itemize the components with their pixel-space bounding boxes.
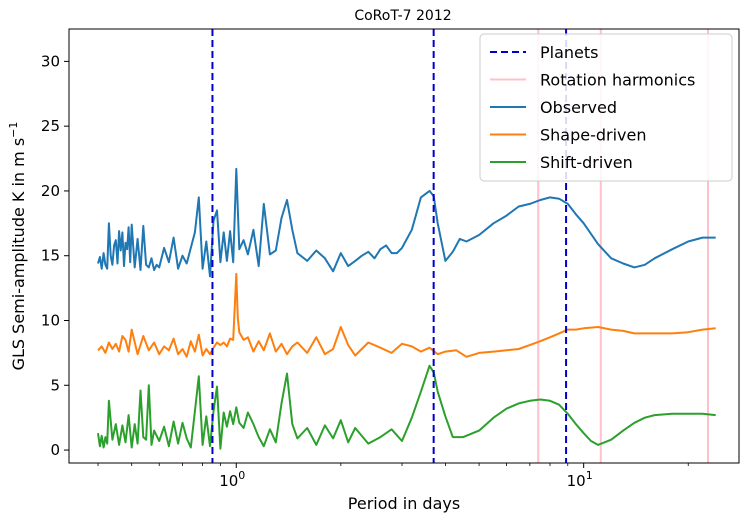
legend-label-1: Rotation harmonics	[540, 71, 695, 90]
x-axis-label: Period in days	[348, 494, 460, 513]
chart-title: CoRoT-7 2012	[354, 8, 451, 24]
y-axis-label-sup: −1	[7, 122, 20, 138]
y-tick-label-20: 20	[41, 182, 60, 200]
y-axis-label-main: GLS Semi-amplitude K in m s	[9, 138, 28, 371]
y-tick-label-25: 25	[41, 117, 60, 135]
x-tick-label-1: 100	[219, 469, 245, 490]
y-tick-label-30: 30	[41, 52, 60, 70]
y-axis-label: GLS Semi-amplitude K in m s−1	[7, 122, 28, 371]
y-tick-label-15: 15	[41, 247, 60, 265]
y-tick-label-5: 5	[50, 376, 60, 394]
x-tick-label-base: 10	[567, 472, 586, 490]
legend-label-4: Shift-driven	[540, 153, 633, 172]
y-tick-label-0: 0	[50, 441, 60, 459]
series-line-shift-driven	[97, 364, 716, 450]
legend-label-3: Shape-driven	[540, 126, 647, 145]
series-line-observed	[97, 167, 716, 278]
x-tick-label-exp: 1	[586, 469, 593, 482]
series-group	[97, 167, 716, 450]
y-ticks: 0 5 10 15 20 25 30	[41, 52, 69, 459]
series-line-shape-driven	[97, 272, 716, 358]
legend-frame	[479, 33, 733, 182]
legend: Planets Rotation harmonics Observed Shape-d…	[479, 33, 733, 182]
x-tick-label-exp: 0	[238, 469, 245, 482]
x-tick-label-base: 10	[219, 472, 238, 490]
x-ticks: 100 101	[97, 463, 689, 490]
x-tick-label-10: 101	[567, 469, 593, 490]
plot-frame	[68, 28, 740, 464]
y-tick-label-10: 10	[41, 311, 60, 329]
legend-label-2: Observed	[540, 98, 617, 117]
legend-label-0: Planets	[540, 43, 599, 62]
